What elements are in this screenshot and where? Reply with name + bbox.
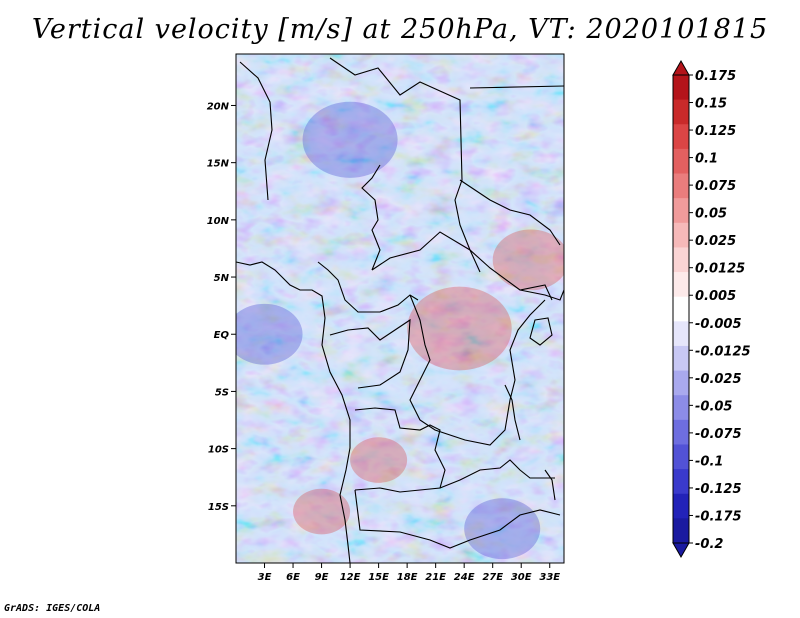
colorbar-swatch <box>673 493 689 519</box>
lat-tick-label: 15N <box>207 159 230 170</box>
colorbar-label: 0.175 <box>695 69 736 84</box>
lon-tick-label: 18E <box>397 572 418 583</box>
negative-region-north <box>302 101 398 178</box>
colorbar-label: -0.125 <box>695 482 742 497</box>
colorbar-label: 0.1 <box>695 152 718 167</box>
colorbar-swatch <box>673 173 689 199</box>
colorbar-label: 0.075 <box>695 179 736 194</box>
border-drc <box>409 294 546 446</box>
coastline <box>236 261 351 563</box>
lat-tick-label: 10S <box>208 445 229 456</box>
lon-tick-label: 24E <box>454 572 475 583</box>
border-namibia <box>354 489 561 549</box>
border-east <box>519 289 564 301</box>
colorbar-label: 0.05 <box>695 207 727 222</box>
lat-tick-label: 20N <box>207 101 230 112</box>
colorbar-label: 0.125 <box>695 124 736 139</box>
colorbar-swatch <box>673 198 689 224</box>
lon-tick-label: 6E <box>286 572 300 583</box>
border-chad-west <box>329 57 481 273</box>
colorbar-swatch <box>673 148 689 175</box>
positive-region-central <box>407 286 512 371</box>
colorbar-swatch <box>673 272 689 298</box>
colorbar-swatch <box>673 99 689 125</box>
lon-tick-label: 30E <box>511 572 532 583</box>
border-chad-south <box>361 164 381 271</box>
lat-tick-label: 5N <box>214 273 230 284</box>
colorbar-swatch <box>673 444 689 470</box>
colorbar-label: -0.1 <box>695 454 723 469</box>
colorbar-swatch <box>673 518 689 544</box>
colorbar-swatch <box>673 419 689 445</box>
lon-tick-label: 12E <box>340 572 361 583</box>
colorbar-label: -0.0125 <box>695 344 751 359</box>
colorbar-label: -0.005 <box>695 317 742 332</box>
colorbar-label: 0.005 <box>695 289 736 304</box>
colorbar-swatch <box>673 345 689 372</box>
lake-victoria <box>529 317 553 346</box>
colorbar-label: 0.15 <box>695 97 727 112</box>
plot-area <box>236 54 564 563</box>
colorbar-label: 0.0125 <box>695 262 745 277</box>
positive-region-southwest <box>293 488 351 535</box>
grads-credit: GrADS: IGES/COLA <box>4 603 101 614</box>
colorbar-swatch <box>673 296 689 322</box>
colorbar-swatch <box>673 395 689 421</box>
lat-tick-label: 10N <box>207 216 230 227</box>
colorbar-swatch <box>673 124 689 150</box>
positive-region-east <box>492 229 564 291</box>
lon-tick-label: 9E <box>315 572 329 583</box>
colorbar-label: -0.025 <box>695 372 742 387</box>
map-title: Vertical velocity [m/s] at 250hPa, VT: 2… <box>31 14 769 45</box>
colorbar-label: -0.05 <box>695 399 732 414</box>
latitude-axis: 20N 15N 10N 5N EQ 5S 10S 15S <box>207 101 236 513</box>
colorbar-swatch <box>673 370 689 396</box>
colorbar-swatch <box>673 247 689 273</box>
colorbar-label: -0.175 <box>695 509 742 524</box>
lat-tick-label: 15S <box>208 502 229 513</box>
colorbar-label: -0.075 <box>695 427 742 442</box>
colorbar-swatch <box>673 75 689 101</box>
colorbar-swatch <box>673 469 689 495</box>
positive-region-angola <box>350 437 408 483</box>
colorbar: 0.175 0.15 0.125 0.1 0.075 0.05 0.025 0.0125 0.0… <box>672 59 751 559</box>
lake-tanganyika <box>504 384 521 441</box>
lon-tick-label: 27E <box>482 572 503 583</box>
colorbar-swatch <box>673 222 689 248</box>
lon-tick-label: 33E <box>539 572 560 583</box>
field-noise <box>236 54 564 563</box>
colorbar-frame <box>672 74 690 544</box>
lat-tick-label: EQ <box>214 330 230 341</box>
border-northsouth-1 <box>239 61 273 201</box>
border-congo <box>329 318 411 389</box>
border-sudan <box>459 179 561 246</box>
lon-tick-label: 21E <box>425 572 446 583</box>
border-car <box>371 231 553 301</box>
longitude-axis: 3E 6E 9E 12E 15E 18E 21E 24E 27E 30E 33E <box>258 563 560 583</box>
colorbar-top-arrow <box>672 59 690 76</box>
border-zambia <box>439 459 555 489</box>
colorbar-swatch <box>673 321 689 347</box>
border-angola <box>354 407 446 493</box>
lake-malawi <box>544 469 556 501</box>
field-features <box>236 101 564 560</box>
colorbar-bottom-arrow <box>672 542 690 559</box>
negative-region-west-ocean <box>236 303 303 365</box>
plot-frame <box>235 53 565 564</box>
border-cameroon <box>317 261 419 313</box>
colorbar-label: -0.2 <box>695 537 723 552</box>
colorbar-label: 0.025 <box>695 234 736 249</box>
border-ne <box>469 85 564 89</box>
lon-tick-label: 15E <box>368 572 389 583</box>
lat-tick-label: 5S <box>215 387 229 398</box>
country-borders <box>236 57 564 563</box>
lon-tick-label: 3E <box>258 572 272 583</box>
